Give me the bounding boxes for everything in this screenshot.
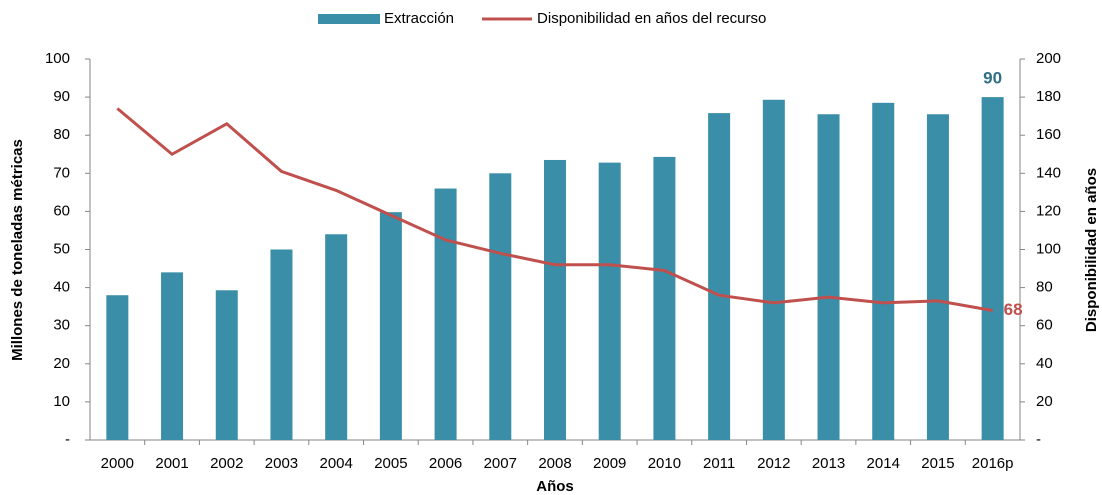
y-tick-label: 90 <box>53 88 70 105</box>
bar <box>270 249 293 440</box>
data-label: 90 <box>983 69 1002 88</box>
bar <box>106 295 129 440</box>
x-tick-label: 2015 <box>921 455 954 472</box>
bar <box>215 290 238 440</box>
bar <box>872 102 895 440</box>
y2-tick-label: 120 <box>1036 202 1061 219</box>
x-tick-label: 2008 <box>538 455 571 472</box>
x-tick-label: 2014 <box>867 455 900 472</box>
x-tick-label: 2006 <box>429 455 462 472</box>
bar <box>653 156 676 441</box>
x-tick-label: 2001 <box>155 455 188 472</box>
y2-tick-label: 40 <box>1036 355 1053 372</box>
x-tick-label: 2012 <box>757 455 790 472</box>
y-tick-label: 40 <box>53 279 70 296</box>
x-tick-label: 2007 <box>484 455 517 472</box>
bar <box>544 159 566 440</box>
y2-tick-label: 160 <box>1036 126 1061 143</box>
x-tick-label: 2000 <box>101 455 134 472</box>
x-tick-label: 2011 <box>703 455 735 472</box>
bar <box>817 114 840 441</box>
x-axis-title: Años <box>536 478 574 495</box>
x-tick-label: 2016p <box>972 455 1014 472</box>
y-axis-title: Millones de toneladas métricas <box>9 139 26 361</box>
y-tick-label: - <box>65 431 70 448</box>
bar <box>161 272 184 440</box>
y2-tick-label: 20 <box>1036 393 1053 410</box>
y-tick-label: 10 <box>53 393 70 410</box>
data-label: 68 <box>1004 300 1023 319</box>
y-tick-label: 50 <box>53 240 70 257</box>
bar <box>325 234 348 440</box>
y-tick-label: 60 <box>53 202 70 219</box>
y2-tick-label: - <box>1036 431 1041 448</box>
legend-swatch <box>318 14 380 24</box>
y-tick-label: 70 <box>53 164 70 181</box>
y-tick-label: 30 <box>53 317 70 334</box>
legend-label: Extracción <box>384 10 454 27</box>
y2-tick-label: 80 <box>1036 279 1053 296</box>
bar <box>598 162 621 440</box>
bar <box>489 173 512 441</box>
bar <box>926 114 949 441</box>
y2-tick-label: 180 <box>1036 88 1061 105</box>
bar <box>762 99 785 440</box>
x-tick-label: 2004 <box>319 455 352 472</box>
legend-label: Disponibilidad en años del recurso <box>537 10 766 27</box>
x-tick-label: 2009 <box>593 455 626 472</box>
y2-tick-label: 200 <box>1036 50 1061 67</box>
x-tick-label: 2005 <box>374 455 407 472</box>
y-tick-label: 80 <box>53 126 70 143</box>
y-tick-label: 20 <box>53 355 70 372</box>
bar <box>708 113 731 441</box>
x-tick-label: 2010 <box>648 455 681 472</box>
y2-tick-label: 100 <box>1036 240 1061 257</box>
y-tick-label: 100 <box>45 50 70 67</box>
bar <box>981 97 1004 440</box>
x-tick-label: 2003 <box>265 455 298 472</box>
line <box>116 107 993 312</box>
bar <box>434 188 457 440</box>
x-tick-label: 2002 <box>210 455 243 472</box>
y2-tick-label: 140 <box>1036 164 1061 181</box>
y2-axis-title: Disponibilidad en años <box>1083 168 1100 332</box>
bar <box>379 212 402 440</box>
x-tick-label: 2013 <box>812 455 845 472</box>
y2-tick-label: 60 <box>1036 317 1053 334</box>
